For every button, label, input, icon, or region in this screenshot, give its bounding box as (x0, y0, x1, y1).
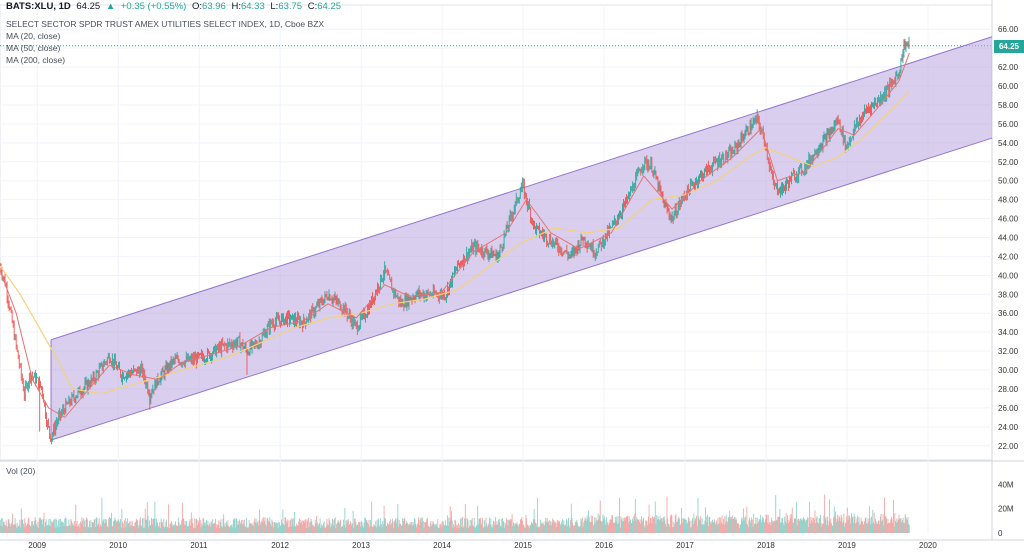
ma200-legend[interactable]: MA (200, close) (6, 55, 66, 65)
channel-lower-line (50, 137, 993, 441)
price-tick-label: 30.00 (998, 366, 1019, 375)
ma50-legend[interactable]: MA (50, close) (6, 43, 61, 53)
low-label: L: (270, 1, 279, 12)
volume-tick-label: 0 (998, 529, 1003, 538)
price-tick-label: 32.00 (998, 347, 1019, 356)
time-tick-label: 2013 (352, 541, 370, 550)
price-tick-label: 62.00 (998, 63, 1019, 72)
price-tick-label: 26.00 (998, 404, 1019, 413)
time-tick-label: 2011 (190, 541, 208, 550)
price-tick-label: 58.00 (998, 101, 1019, 110)
volume-legend[interactable]: Vol (20) (6, 466, 36, 476)
chart-title[interactable]: SELECT SECTOR SPDR TRUST AMEX UTILITIES … (6, 19, 325, 29)
parallel-channel[interactable] (50, 36, 993, 441)
time-tick-label: 2016 (595, 541, 613, 550)
price-tick-label: 28.00 (998, 385, 1019, 394)
change-value: +0.35 (+0.55%) (120, 1, 187, 12)
time-tick-label: 2017 (676, 541, 694, 550)
price-tick-label: 38.00 (998, 290, 1019, 299)
close-value: 64.25 (317, 1, 342, 12)
ma-short-line (0, 52, 910, 419)
high-value: 64.33 (240, 1, 265, 12)
last-price: 64.25 (76, 1, 101, 12)
time-tick-label: 2010 (109, 541, 127, 550)
volume-bars (0, 494, 910, 533)
time-tick-label: 2015 (514, 541, 532, 550)
time-tick-label: 2009 (28, 541, 46, 550)
price-tick-label: 48.00 (998, 196, 1019, 205)
time-tick-label: 2020 (919, 541, 937, 550)
price-tick-label: 66.00 (998, 25, 1019, 34)
price-tick-label: 42.00 (998, 252, 1019, 261)
price-tick-label: 54.00 (998, 139, 1019, 148)
time-tick-label: 2014 (433, 541, 451, 550)
last-price-tag: 64.25 (994, 40, 1024, 53)
open-label: O: (192, 1, 203, 12)
price-series (0, 36, 910, 445)
time-tick-label: 2012 (271, 541, 289, 550)
price-tick-label: 52.00 (998, 158, 1019, 167)
ma-long-line (0, 90, 910, 395)
price-tick-label: 56.00 (998, 120, 1019, 129)
ma20-legend[interactable]: MA (20, close) (6, 31, 61, 41)
volume-tick-label: 40M (998, 480, 1014, 489)
price-tick-label: 60.00 (998, 82, 1019, 91)
volume-tick-label: 20M (998, 505, 1014, 514)
price-tick-label: 22.00 (998, 442, 1019, 451)
open-value: 63.96 (202, 1, 226, 12)
price-tick-label: 40.00 (998, 271, 1019, 280)
channel-fill (51, 36, 992, 441)
price-tick-label: 36.00 (998, 309, 1019, 318)
price-tick-label: 46.00 (998, 215, 1019, 224)
price-tick-label: 44.00 (998, 234, 1019, 243)
price-tick-label: 24.00 (998, 423, 1019, 432)
time-tick-label: 2018 (757, 541, 775, 550)
price-tick-label: 50.00 (998, 177, 1019, 186)
price-tick-label: 34.00 (998, 328, 1019, 337)
moving-averages (0, 52, 910, 419)
symbol-label[interactable]: BATS:XLU, 1D (6, 1, 71, 12)
high-label: H: (231, 1, 241, 12)
low-value: 63.75 (278, 1, 303, 12)
close-label: C: (307, 1, 318, 12)
symbol-header: BATS:XLU, 1D 64.25 ▲ +0.35 (+0.55%) O:63… (6, 0, 344, 13)
time-tick-label: 2019 (838, 541, 856, 550)
up-arrow-icon: ▲ (105, 1, 116, 12)
